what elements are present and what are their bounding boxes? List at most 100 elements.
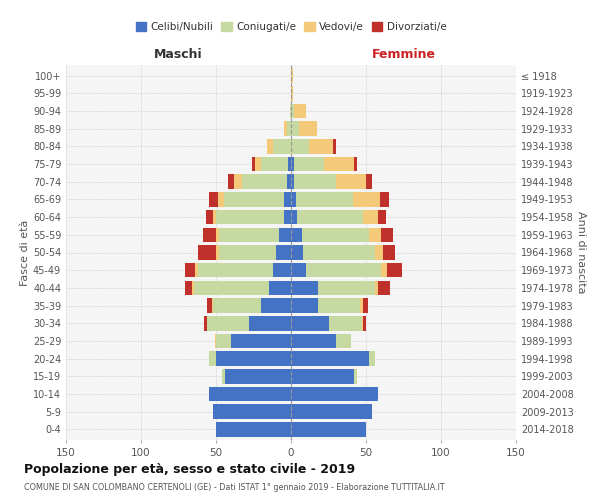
Text: Popolazione per età, sesso e stato civile - 2019: Popolazione per età, sesso e stato civil… bbox=[24, 462, 355, 475]
Bar bbox=[255, 157, 261, 172]
Bar bbox=[291, 422, 366, 436]
Bar bbox=[209, 387, 291, 402]
Bar bbox=[309, 139, 333, 154]
Bar bbox=[383, 245, 395, 260]
Bar bbox=[294, 157, 324, 172]
Bar bbox=[381, 263, 387, 278]
Bar bbox=[216, 228, 219, 242]
Bar bbox=[306, 263, 381, 278]
Bar bbox=[195, 263, 198, 278]
Bar bbox=[375, 245, 383, 260]
Bar bbox=[291, 192, 296, 206]
Bar bbox=[261, 298, 291, 313]
Bar bbox=[363, 316, 366, 330]
Bar bbox=[213, 210, 216, 224]
Bar bbox=[361, 316, 363, 330]
Bar bbox=[303, 245, 375, 260]
Bar bbox=[222, 369, 225, 384]
Text: Maschi: Maschi bbox=[154, 48, 203, 62]
Bar bbox=[291, 245, 303, 260]
Bar bbox=[299, 122, 317, 136]
Bar bbox=[185, 263, 195, 278]
Bar bbox=[353, 192, 380, 206]
Bar bbox=[291, 334, 336, 348]
Bar bbox=[291, 68, 293, 83]
Bar bbox=[290, 104, 291, 118]
Bar bbox=[291, 316, 329, 330]
Bar bbox=[291, 157, 294, 172]
Bar bbox=[276, 245, 291, 260]
Bar bbox=[204, 316, 207, 330]
Bar bbox=[291, 122, 299, 136]
Bar bbox=[336, 334, 351, 348]
Bar bbox=[381, 228, 393, 242]
Bar bbox=[369, 352, 375, 366]
Bar bbox=[198, 245, 216, 260]
Bar bbox=[219, 228, 279, 242]
Bar bbox=[363, 210, 378, 224]
Bar bbox=[185, 280, 192, 295]
Bar bbox=[291, 139, 309, 154]
Legend: Celibi/Nubili, Coniugati/e, Vedovi/e, Divorziati/e: Celibi/Nubili, Coniugati/e, Vedovi/e, Di… bbox=[131, 18, 451, 36]
Bar bbox=[207, 298, 212, 313]
Text: COMUNE DI SAN COLOMBANO CERTENOLI (GE) - Dati ISTAT 1° gennaio 2019 - Elaborazio: COMUNE DI SAN COLOMBANO CERTENOLI (GE) -… bbox=[24, 482, 445, 492]
Bar bbox=[291, 228, 302, 242]
Bar bbox=[318, 280, 375, 295]
Bar bbox=[318, 298, 360, 313]
Bar bbox=[329, 316, 361, 330]
Bar bbox=[291, 174, 294, 189]
Bar bbox=[209, 192, 218, 206]
Text: Femmine: Femmine bbox=[371, 48, 436, 62]
Bar bbox=[284, 192, 291, 206]
Bar bbox=[288, 157, 291, 172]
Bar bbox=[363, 298, 367, 313]
Y-axis label: Anni di nascita: Anni di nascita bbox=[577, 211, 586, 294]
Bar bbox=[267, 139, 273, 154]
Bar bbox=[225, 369, 291, 384]
Bar bbox=[375, 280, 378, 295]
Bar bbox=[369, 228, 381, 242]
Bar bbox=[213, 404, 291, 419]
Bar bbox=[209, 352, 216, 366]
Bar bbox=[216, 422, 291, 436]
Bar bbox=[216, 210, 284, 224]
Bar bbox=[216, 245, 219, 260]
Bar bbox=[354, 369, 357, 384]
Bar bbox=[291, 210, 297, 224]
Bar bbox=[216, 334, 231, 348]
Bar bbox=[378, 210, 386, 224]
Bar bbox=[198, 263, 273, 278]
Bar bbox=[207, 316, 249, 330]
Bar bbox=[333, 139, 336, 154]
Bar bbox=[284, 122, 287, 136]
Bar bbox=[287, 122, 291, 136]
Bar bbox=[273, 263, 291, 278]
Bar bbox=[205, 210, 213, 224]
Bar bbox=[219, 245, 276, 260]
Bar bbox=[291, 280, 318, 295]
Bar bbox=[360, 298, 363, 313]
Bar bbox=[291, 352, 369, 366]
Bar bbox=[261, 157, 288, 172]
Bar bbox=[203, 228, 216, 242]
Bar bbox=[273, 139, 291, 154]
Bar bbox=[291, 104, 294, 118]
Bar bbox=[291, 404, 372, 419]
Bar bbox=[192, 280, 193, 295]
Bar bbox=[269, 280, 291, 295]
Bar bbox=[294, 174, 336, 189]
Bar bbox=[231, 334, 291, 348]
Bar bbox=[294, 104, 306, 118]
Bar bbox=[241, 174, 287, 189]
Bar bbox=[228, 174, 234, 189]
Bar bbox=[287, 174, 291, 189]
Bar bbox=[296, 192, 353, 206]
Bar bbox=[291, 369, 354, 384]
Bar bbox=[354, 157, 357, 172]
Bar bbox=[215, 334, 216, 348]
Bar bbox=[302, 228, 369, 242]
Bar bbox=[380, 192, 389, 206]
Bar bbox=[291, 263, 306, 278]
Bar bbox=[279, 228, 291, 242]
Bar bbox=[291, 86, 293, 101]
